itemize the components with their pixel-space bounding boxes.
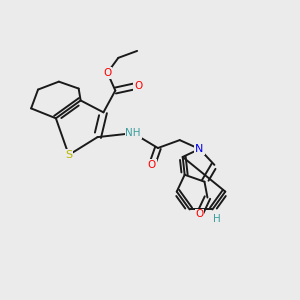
Text: N: N (195, 144, 204, 154)
Text: O: O (195, 209, 204, 219)
Text: O: O (134, 81, 142, 91)
Text: O: O (148, 160, 156, 170)
Text: NH: NH (125, 128, 141, 138)
Text: O: O (103, 68, 112, 78)
Text: H: H (214, 214, 221, 224)
Text: S: S (65, 150, 72, 160)
